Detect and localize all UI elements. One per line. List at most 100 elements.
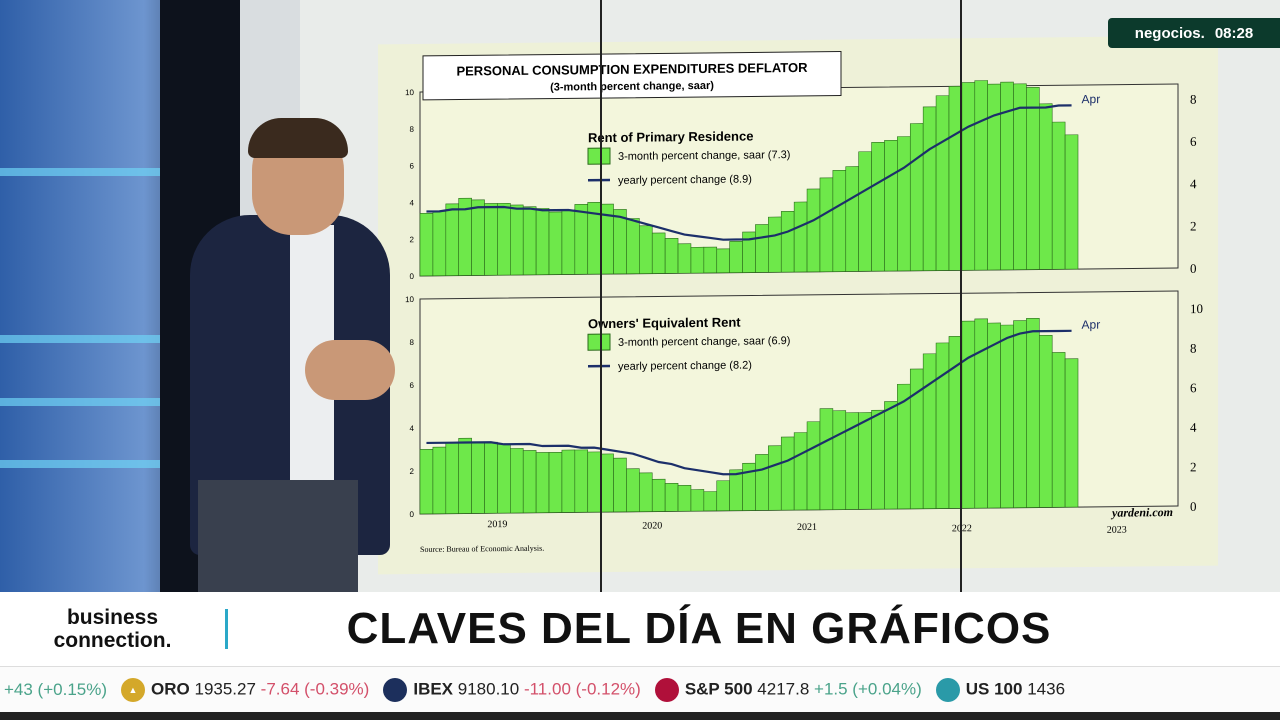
bar bbox=[626, 218, 640, 275]
bar bbox=[780, 211, 795, 273]
ticker-value: 1436 bbox=[1027, 678, 1066, 698]
y-tick-left: 4 bbox=[410, 424, 415, 433]
bar bbox=[806, 188, 821, 273]
bar bbox=[445, 203, 460, 276]
bar bbox=[510, 204, 524, 276]
chart-board: 0 2 4 6 8 10 0 2 4 6 8 Apr Rent of Primary Residence… bbox=[378, 35, 1218, 575]
ticker-change: -7.64 (-0.39%) bbox=[260, 678, 370, 698]
bar bbox=[793, 432, 808, 511]
bar bbox=[703, 246, 718, 274]
bar bbox=[1051, 352, 1066, 508]
channel-logo: negocios. 08:28 bbox=[1108, 18, 1280, 48]
ticker-value: 9180.10 bbox=[457, 678, 520, 698]
bar bbox=[1013, 83, 1027, 271]
headline: CLAVES DEL DÍA EN GRÁFICOS bbox=[346, 604, 1052, 653]
light-stripe bbox=[0, 168, 170, 176]
bar bbox=[639, 225, 653, 274]
bottom-panel: 0 2 4 6 8 10 0 2 4 6 8 10 Apr Owners' Equivalent Rent… bbox=[405, 290, 1203, 554]
y-tick-left: 2 bbox=[410, 235, 415, 244]
show-brand: business connection. bbox=[0, 606, 225, 652]
y-tick-right: 6 bbox=[1190, 380, 1197, 395]
bar bbox=[497, 202, 511, 276]
bar bbox=[806, 421, 821, 511]
ticker-item: +43 (+0.15%) bbox=[4, 680, 107, 700]
bar bbox=[987, 322, 1001, 509]
bar bbox=[922, 353, 937, 509]
bar bbox=[729, 240, 743, 274]
ticker-name: IBEX bbox=[413, 678, 454, 698]
bar bbox=[1038, 103, 1053, 270]
bar bbox=[845, 166, 859, 272]
bar bbox=[768, 445, 782, 511]
ticker-item: IBEX 9180.10 -11.00 (-0.12%) bbox=[383, 677, 641, 702]
yearly-line bbox=[426, 329, 1072, 476]
screen-seam bbox=[960, 0, 962, 592]
ticker-name: US 100 bbox=[965, 678, 1023, 698]
y-tick-left: 10 bbox=[405, 295, 414, 304]
bar bbox=[961, 320, 976, 509]
bar bbox=[755, 454, 769, 511]
legend-bars: 3-month percent change, saar (7.3) bbox=[618, 149, 790, 163]
index-badge-icon bbox=[383, 677, 408, 702]
y-tick-left: 0 bbox=[410, 272, 415, 281]
y-tick-left: 8 bbox=[410, 125, 415, 134]
bar bbox=[935, 95, 950, 271]
panel-title: Owners' Equivalent Rent bbox=[588, 315, 741, 332]
title-box bbox=[422, 51, 842, 101]
bar bbox=[755, 224, 769, 273]
bar bbox=[1064, 358, 1079, 508]
bar bbox=[793, 201, 808, 273]
light-stripe bbox=[0, 398, 170, 406]
ticker-name: ORO bbox=[151, 678, 190, 698]
y-tick-right: 0 bbox=[1190, 261, 1196, 276]
bar bbox=[716, 248, 730, 274]
bar bbox=[909, 123, 924, 272]
y-tick-left: 4 bbox=[410, 198, 415, 207]
bar bbox=[419, 449, 434, 515]
ticker-change: +1.5 (+0.04%) bbox=[814, 678, 922, 698]
bar bbox=[587, 451, 601, 513]
y-tick-right: 0 bbox=[1190, 499, 1196, 514]
x-tick: 2023 bbox=[1107, 525, 1127, 536]
bar bbox=[832, 169, 847, 272]
bar bbox=[1064, 134, 1079, 270]
y-tick-right: 6 bbox=[1190, 134, 1197, 149]
y-tick-left: 10 bbox=[405, 88, 414, 97]
bar bbox=[974, 318, 988, 509]
bar bbox=[561, 209, 576, 275]
bar bbox=[484, 441, 498, 514]
market-ticker: +43 (+0.15%) ▲ ORO 1935.27 -7.64 (-0.39%) I… bbox=[0, 666, 1280, 712]
bar bbox=[432, 446, 447, 515]
bar bbox=[729, 469, 743, 512]
bar bbox=[651, 478, 666, 512]
bar bbox=[522, 206, 537, 276]
bar bbox=[1013, 320, 1027, 509]
screen-seam bbox=[600, 0, 602, 592]
x-tick: 2020 bbox=[642, 520, 662, 531]
y-tick-right: 2 bbox=[1190, 219, 1196, 234]
y-tick-left: 6 bbox=[410, 381, 415, 390]
bar bbox=[574, 203, 589, 275]
bar bbox=[716, 480, 730, 512]
y-tick-right: 10 bbox=[1190, 301, 1203, 316]
yearly-line bbox=[426, 104, 1072, 241]
bar bbox=[471, 199, 485, 276]
ticker-value: 1935.27 bbox=[194, 678, 256, 698]
chart-subtitle: (3-month percent change, saar) bbox=[550, 80, 714, 94]
bar bbox=[858, 412, 872, 510]
light-stripe bbox=[0, 460, 170, 468]
bar bbox=[897, 136, 911, 272]
bar bbox=[819, 408, 834, 511]
bar bbox=[832, 410, 847, 510]
bar bbox=[1026, 317, 1040, 508]
bar bbox=[600, 453, 614, 513]
legend-line: yearly percent change (8.9) bbox=[618, 173, 752, 186]
bar bbox=[987, 83, 1001, 271]
brand-line-2: connection. bbox=[53, 629, 172, 652]
bar bbox=[1026, 87, 1040, 270]
end-label: Apr bbox=[1082, 92, 1101, 106]
bar bbox=[651, 232, 666, 274]
credit: yardeni.com bbox=[1110, 505, 1173, 520]
y-tick-right: 8 bbox=[1190, 341, 1196, 356]
x-tick: 2021 bbox=[797, 522, 817, 533]
